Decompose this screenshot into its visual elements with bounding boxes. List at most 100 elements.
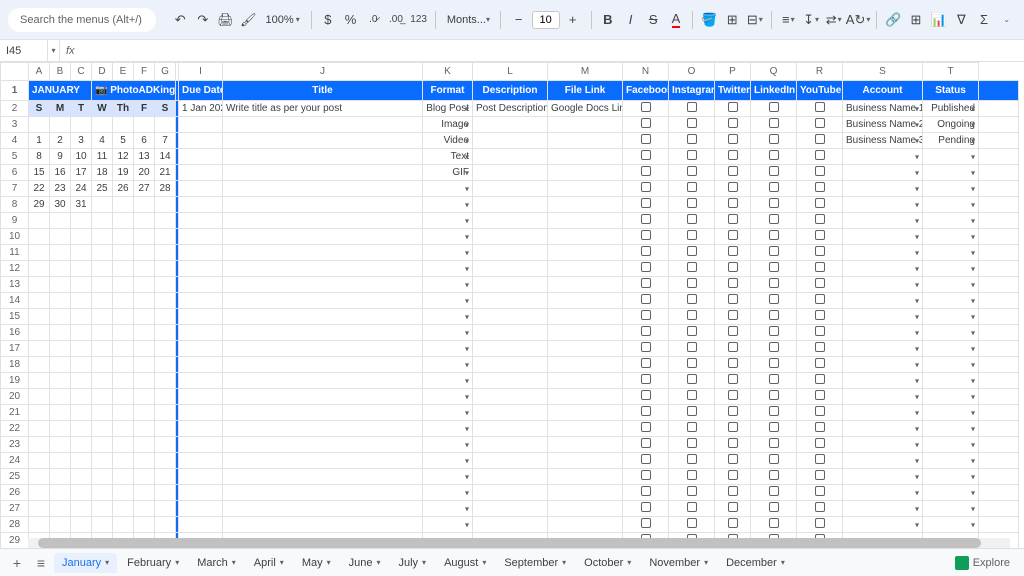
row-header[interactable]: 5 [1, 149, 29, 165]
col-header[interactable]: S [843, 63, 923, 81]
col-header[interactable]: J [223, 63, 423, 81]
cell-description[interactable] [473, 261, 548, 277]
cell-status-dropdown[interactable] [923, 245, 979, 261]
row-header[interactable]: 4 [1, 133, 29, 149]
cell-description[interactable] [473, 421, 548, 437]
cell-title[interactable] [223, 517, 423, 533]
cell-description[interactable] [473, 341, 548, 357]
strikethrough-icon[interactable]: S [644, 9, 663, 31]
sheet-tab-menu-icon[interactable]: ▾ [422, 558, 426, 567]
font-family-select[interactable]: Monts...▾ [443, 14, 493, 26]
comment-icon[interactable]: ⊞ [907, 9, 926, 31]
cell-checkbox[interactable] [623, 149, 669, 165]
sheet-tab-july[interactable]: July ▾ [390, 553, 434, 573]
cell-account-dropdown[interactable] [843, 229, 923, 245]
cell-file-link[interactable] [548, 485, 623, 501]
cell-checkbox[interactable] [797, 277, 843, 293]
cell-checkbox[interactable] [623, 325, 669, 341]
cell-checkbox[interactable] [623, 421, 669, 437]
table-row[interactable]: 15 [1, 309, 1019, 325]
calendar-day[interactable]: 4 [92, 133, 113, 149]
sheet-tab-menu-icon[interactable]: ▾ [376, 558, 380, 567]
cell-due-date[interactable] [179, 197, 223, 213]
col-header[interactable]: G [155, 63, 176, 81]
cell-status-dropdown[interactable] [923, 469, 979, 485]
col-header[interactable]: B [50, 63, 71, 81]
calendar-day[interactable]: 13 [134, 149, 155, 165]
cell-checkbox[interactable] [715, 229, 751, 245]
cell-format-dropdown[interactable] [423, 501, 473, 517]
cell-title[interactable] [223, 469, 423, 485]
cell-checkbox[interactable] [751, 501, 797, 517]
row-header[interactable]: 29 [1, 533, 29, 549]
table-row[interactable]: 12 [1, 261, 1019, 277]
cell-status-dropdown[interactable] [923, 261, 979, 277]
col-header[interactable]: D [92, 63, 113, 81]
row-header[interactable]: 16 [1, 325, 29, 341]
cell-checkbox[interactable] [623, 469, 669, 485]
cell-account-dropdown[interactable] [843, 405, 923, 421]
cell-checkbox[interactable] [751, 117, 797, 133]
cell-checkbox[interactable] [751, 453, 797, 469]
cell-description[interactable] [473, 117, 548, 133]
cell-file-link[interactable] [548, 213, 623, 229]
table-row[interactable]: 615161718192021GIF [1, 165, 1019, 181]
undo-icon[interactable]: ↶ [171, 9, 190, 31]
cell-title[interactable] [223, 293, 423, 309]
cell-file-link[interactable] [548, 421, 623, 437]
cell-status-dropdown[interactable] [923, 181, 979, 197]
calendar-day[interactable] [134, 117, 155, 133]
cell-account-dropdown[interactable] [843, 373, 923, 389]
calendar-day[interactable]: 1 [29, 133, 50, 149]
cell-checkbox[interactable] [797, 149, 843, 165]
cell-checkbox[interactable] [623, 245, 669, 261]
cell-checkbox[interactable] [669, 213, 715, 229]
cell-checkbox[interactable] [751, 485, 797, 501]
sheet-tab-menu-icon[interactable]: ▾ [781, 558, 785, 567]
spreadsheet-grid[interactable]: A B C D E F G H I J K L M N O P Q R S T … [0, 62, 1024, 548]
table-row[interactable]: 2SMTWThFS1 Jan 2023Write title as per yo… [1, 101, 1019, 117]
cell-account-dropdown[interactable] [843, 213, 923, 229]
cell-description[interactable] [473, 389, 548, 405]
cell-checkbox[interactable] [715, 101, 751, 117]
sheet-tab-september[interactable]: September ▾ [496, 553, 574, 573]
cell-format-dropdown[interactable] [423, 325, 473, 341]
cell-title[interactable] [223, 341, 423, 357]
cell-account-dropdown[interactable] [843, 261, 923, 277]
calendar-day[interactable]: 5 [113, 133, 134, 149]
cell-checkbox[interactable] [623, 437, 669, 453]
cell-description[interactable] [473, 293, 548, 309]
cell-checkbox[interactable] [797, 389, 843, 405]
cell-status-dropdown[interactable] [923, 229, 979, 245]
cell-file-link[interactable] [548, 117, 623, 133]
table-row[interactable]: 11 [1, 245, 1019, 261]
cell-checkbox[interactable] [751, 133, 797, 149]
cell-checkbox[interactable] [623, 277, 669, 293]
cell-account-dropdown[interactable] [843, 389, 923, 405]
cell-account-dropdown[interactable] [843, 485, 923, 501]
row-header[interactable]: 21 [1, 405, 29, 421]
cell-description[interactable] [473, 149, 548, 165]
cell-checkbox[interactable] [797, 453, 843, 469]
cell-checkbox[interactable] [623, 501, 669, 517]
cell-format-dropdown[interactable] [423, 341, 473, 357]
cell-checkbox[interactable] [669, 149, 715, 165]
table-row[interactable]: 8293031 [1, 197, 1019, 213]
cell-checkbox[interactable] [669, 277, 715, 293]
table-row[interactable]: 20 [1, 389, 1019, 405]
row-header[interactable]: 3 [1, 117, 29, 133]
cell-description[interactable] [473, 213, 548, 229]
cell-format-dropdown[interactable] [423, 469, 473, 485]
row-header[interactable]: 2 [1, 101, 29, 117]
table-row[interactable]: 19 [1, 373, 1019, 389]
cell-description[interactable] [473, 357, 548, 373]
cell-account-dropdown[interactable] [843, 421, 923, 437]
cell-checkbox[interactable] [797, 309, 843, 325]
cell-checkbox[interactable] [751, 229, 797, 245]
calendar-day[interactable]: 2 [50, 133, 71, 149]
table-row[interactable]: 24 [1, 453, 1019, 469]
cell-checkbox[interactable] [669, 389, 715, 405]
paint-format-icon[interactable]: 🖌 [239, 9, 258, 31]
cell-due-date[interactable] [179, 261, 223, 277]
cell-title[interactable] [223, 277, 423, 293]
